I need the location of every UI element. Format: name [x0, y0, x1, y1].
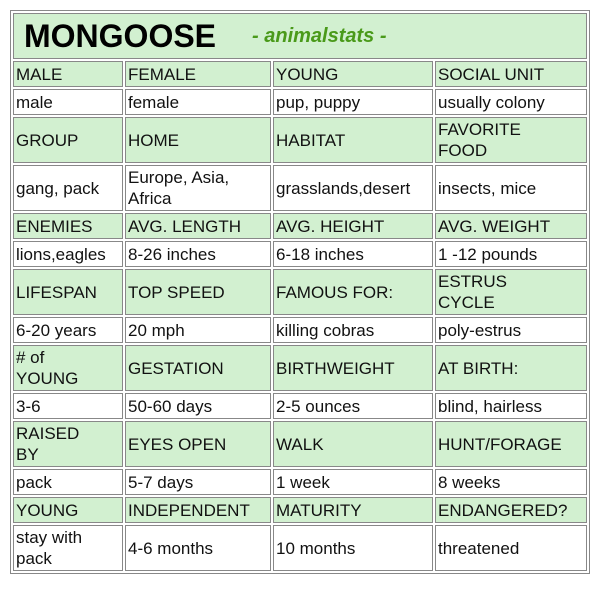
label-cell: BIRTHWEIGHT [273, 345, 433, 391]
value-cell: 20 mph [125, 317, 271, 343]
table-body: MONGOOSE - animalstats - MALE FEMALE YOUNG S… [13, 13, 587, 571]
label-cell: TOP SPEED [125, 269, 271, 315]
value-cell: 1 -12 pounds [435, 241, 587, 267]
value-cell: 50-60 days [125, 393, 271, 419]
value-cell: male [13, 89, 123, 115]
label-row: # of YOUNG GESTATION BIRTHWEIGHT AT BIRTH: [13, 345, 587, 391]
label-cell: MALE [13, 61, 123, 87]
value-cell: pup, puppy [273, 89, 433, 115]
label-cell: # of YOUNG [13, 345, 123, 391]
value-cell: killing cobras [273, 317, 433, 343]
value-cell: 6-20 years [13, 317, 123, 343]
label-cell: EYES OPEN [125, 421, 271, 467]
label-cell: AVG. WEIGHT [435, 213, 587, 239]
value-row: male female pup, puppy usually colony [13, 89, 587, 115]
value-cell: usually colony [435, 89, 587, 115]
label-row: RAISED BY EYES OPEN WALK HUNT/FORAGE [13, 421, 587, 467]
value-cell: threatened [435, 525, 587, 571]
value-row: lions,eagles 8-26 inches 6-18 inches 1 -12 … [13, 241, 587, 267]
value-cell: poly-estrus [435, 317, 587, 343]
title-row: MONGOOSE - animalstats - [13, 13, 587, 59]
label-cell: HUNT/FORAGE [435, 421, 587, 467]
value-row: stay with pack 4-6 months 10 months threate… [13, 525, 587, 571]
label-row: MALE FEMALE YOUNG SOCIAL UNIT [13, 61, 587, 87]
label-cell: WALK [273, 421, 433, 467]
stats-table: MONGOOSE - animalstats - MALE FEMALE YOUNG S… [10, 10, 590, 574]
value-cell: 4-6 months [125, 525, 271, 571]
value-cell: insects, mice [435, 165, 587, 211]
label-row: GROUP HOME HABITAT FAVORITE FOOD [13, 117, 587, 163]
label-cell: ENDANGERED? [435, 497, 587, 523]
value-cell: 2-5 ounces [273, 393, 433, 419]
label-cell: INDEPENDENT [125, 497, 271, 523]
value-cell: gang, pack [13, 165, 123, 211]
label-cell: FEMALE [125, 61, 271, 87]
value-cell: blind, hairless [435, 393, 587, 419]
value-cell: stay with pack [13, 525, 123, 571]
label-cell: YOUNG [273, 61, 433, 87]
value-cell: Europe, Asia, Africa [125, 165, 271, 211]
label-cell: AVG. HEIGHT [273, 213, 433, 239]
title-cell: MONGOOSE - animalstats - [13, 13, 587, 59]
label-cell: SOCIAL UNIT [435, 61, 587, 87]
subtitle: - animalstats - [252, 25, 387, 47]
value-cell: 10 months [273, 525, 433, 571]
label-cell: ESTRUS CYCLE [435, 269, 587, 315]
label-cell: ENEMIES [13, 213, 123, 239]
label-cell: LIFESPAN [13, 269, 123, 315]
label-cell: HABITAT [273, 117, 433, 163]
label-cell: GESTATION [125, 345, 271, 391]
value-cell: lions,eagles [13, 241, 123, 267]
value-cell: 8-26 inches [125, 241, 271, 267]
label-cell: MATURITY [273, 497, 433, 523]
value-cell: 3-6 [13, 393, 123, 419]
value-cell: 1 week [273, 469, 433, 495]
value-cell: grasslands,desert [273, 165, 433, 211]
value-row: pack 5-7 days 1 week 8 weeks [13, 469, 587, 495]
value-row: 6-20 years 20 mph killing cobras poly-estru… [13, 317, 587, 343]
label-cell: YOUNG [13, 497, 123, 523]
value-cell: female [125, 89, 271, 115]
value-cell: 8 weeks [435, 469, 587, 495]
label-row: LIFESPAN TOP SPEED FAMOUS FOR: ESTRUS CYCLE [13, 269, 587, 315]
value-cell: 5-7 days [125, 469, 271, 495]
value-row: gang, pack Europe, Asia, Africa grasslands… [13, 165, 587, 211]
value-cell: 6-18 inches [273, 241, 433, 267]
title: MONGOOSE [24, 18, 217, 54]
label-row: YOUNG INDEPENDENT MATURITY ENDANGERED? [13, 497, 587, 523]
label-cell: RAISED BY [13, 421, 123, 467]
label-cell: HOME [125, 117, 271, 163]
value-row: 3-6 50-60 days 2-5 ounces blind, hairless [13, 393, 587, 419]
label-cell: FAVORITE FOOD [435, 117, 587, 163]
label-row: ENEMIES AVG. LENGTH AVG. HEIGHT AVG. WEIGHT [13, 213, 587, 239]
label-cell: FAMOUS FOR: [273, 269, 433, 315]
label-cell: AT BIRTH: [435, 345, 587, 391]
label-cell: GROUP [13, 117, 123, 163]
value-cell: pack [13, 469, 123, 495]
label-cell: AVG. LENGTH [125, 213, 271, 239]
